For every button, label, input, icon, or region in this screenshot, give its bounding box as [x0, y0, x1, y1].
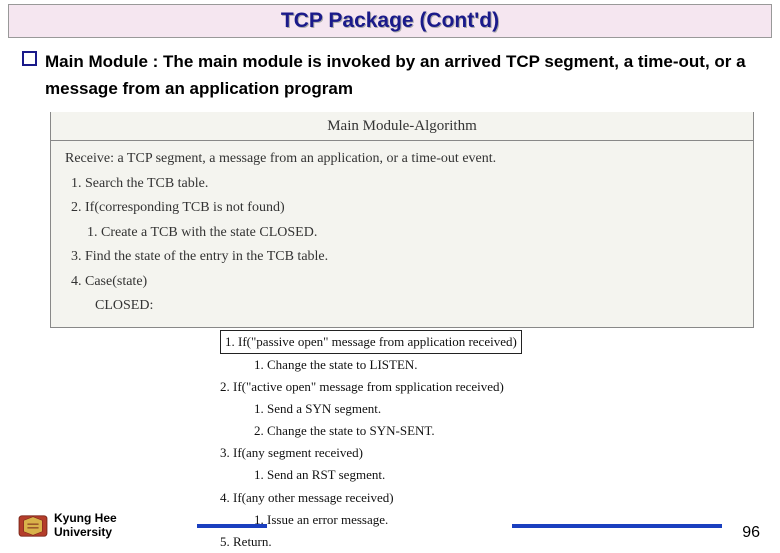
- university-crest-icon: [18, 513, 48, 539]
- nested-4: 4. If(any other message received): [220, 487, 780, 509]
- page-number: 96: [742, 524, 760, 542]
- nested-2-1: 1. Send a SYN segment.: [220, 398, 780, 420]
- fig-step2: 2. If(corresponding TCB is not found): [65, 196, 739, 221]
- fig-step3: 3. Find the state of the entry in the TC…: [65, 245, 739, 270]
- main-bullet-row: Main Module : The main module is invoked…: [22, 48, 760, 102]
- bullet-text: Main Module : The main module is invoked…: [45, 48, 760, 102]
- fig-closed: CLOSED:: [65, 294, 739, 319]
- fig-step2a: 1. Create a TCB with the state CLOSED.: [65, 221, 739, 246]
- figure-header: Main Module-Algorithm: [51, 112, 753, 141]
- bullet-marker: [22, 51, 37, 66]
- university-line2: University: [54, 526, 117, 540]
- fig-step1: 1. Search the TCB table.: [65, 172, 739, 197]
- algorithm-figure: Main Module-Algorithm Receive: a TCP seg…: [50, 112, 754, 328]
- slide-title: TCP Package (Cont'd): [281, 9, 499, 32]
- fig-step4: 4. Case(state): [65, 270, 739, 295]
- nested-1: 1. If("passive open" message from applic…: [220, 330, 522, 354]
- university-name: Kyung Hee University: [54, 512, 117, 540]
- slide-footer: Kyung Hee University: [0, 512, 780, 540]
- slide-title-bar: TCP Package (Cont'd): [8, 4, 772, 38]
- footer-bar-right: [512, 524, 722, 528]
- footer-bar-left: [197, 524, 267, 528]
- university-line1: Kyung Hee: [54, 512, 117, 526]
- nested-2: 2. If("active open" message from spplica…: [220, 376, 780, 398]
- nested-1-1: 1. Change the state to LISTEN.: [220, 354, 780, 376]
- nested-3-1: 1. Send an RST segment.: [220, 464, 780, 486]
- fig-receive: Receive: a TCP segment, a message from a…: [65, 147, 739, 172]
- nested-3: 3. If(any segment received): [220, 442, 780, 464]
- nested-2-2: 2. Change the state to SYN-SENT.: [220, 420, 780, 442]
- figure-body: Receive: a TCP segment, a message from a…: [51, 141, 753, 328]
